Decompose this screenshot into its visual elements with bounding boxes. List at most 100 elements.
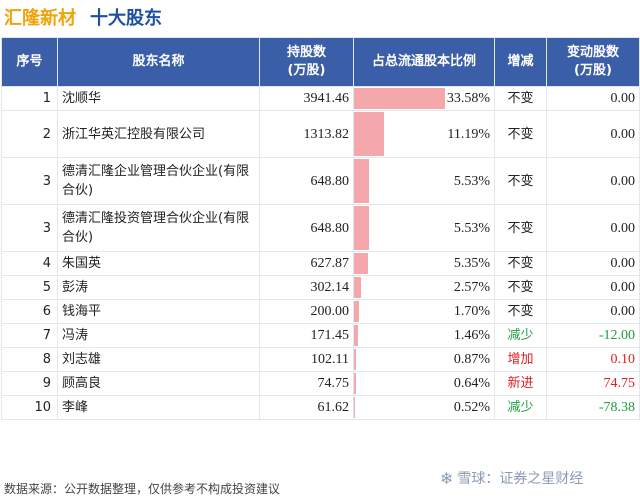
row-shares: 61.62 [259, 395, 354, 420]
row-name: 钱海平 [57, 299, 260, 324]
table-row: 3 德清汇隆投资管理合伙企业(有限合伙) 648.80 5.53% 不变 0.00 [1, 204, 640, 252]
row-shares: 648.80 [259, 157, 354, 205]
row-change-shares: 0.00 [546, 275, 640, 300]
row-change: 新进 [494, 371, 547, 396]
row-name: 浙江华英汇控股有限公司 [57, 110, 260, 158]
row-name: 顾高良 [57, 371, 260, 396]
row-change-shares: 0.10 [546, 347, 640, 372]
table-row: 7 冯涛 171.45 1.46% 减少 -12.00 [1, 323, 640, 348]
row-change: 增加 [494, 347, 547, 372]
row-ratio: 1.46% [353, 323, 495, 348]
row-name: 彭涛 [57, 275, 260, 300]
ratio-bar [354, 88, 445, 109]
row-index: 6 [1, 299, 58, 324]
row-ratio: 11.19% [353, 110, 495, 158]
ratio-bar [354, 373, 356, 394]
row-shares: 627.87 [259, 251, 354, 276]
row-index: 8 [1, 347, 58, 372]
ratio-bar [354, 159, 369, 203]
ratio-value: 5.53% [453, 173, 490, 189]
row-index: 2 [1, 110, 58, 158]
row-ratio: 2.57% [353, 275, 495, 300]
logo-text: 雪球：证券之星财经 [457, 471, 584, 487]
table-row: 10 李峰 61.62 0.52% 减少 -78.38 [1, 395, 640, 420]
ratio-value: 0.87% [453, 352, 490, 367]
row-index: 3 [1, 204, 58, 252]
row-change: 不变 [494, 110, 547, 158]
row-name: 德清汇隆投资管理合伙企业(有限合伙) [57, 204, 260, 252]
row-ratio: 0.64% [353, 371, 495, 396]
row-name: 刘志雄 [57, 347, 260, 372]
row-shares: 1313.82 [259, 110, 354, 158]
row-index: 3 [1, 157, 58, 205]
row-name: 冯涛 [57, 323, 260, 348]
row-name: 朱国英 [57, 251, 260, 276]
header-change-shares: 变动股数 (万股) [546, 37, 640, 87]
row-change-shares: 0.00 [546, 110, 640, 158]
row-ratio: 0.52% [353, 395, 495, 420]
row-index: 4 [1, 251, 58, 276]
company-name: 汇隆新材 [4, 8, 76, 29]
table-row: 3 德清汇隆企业管理合伙企业(有限合伙) 648.80 5.53% 不变 0.00 [1, 157, 640, 205]
table-heading: 十大股东 [90, 8, 162, 29]
row-change-shares: -78.38 [546, 395, 640, 420]
ratio-value: 1.46% [453, 328, 490, 343]
watermark-logo: ❄ 雪球：证券之星财经 [440, 468, 583, 488]
ratio-value: 5.53% [453, 220, 490, 236]
header-index: 序号 [1, 37, 58, 87]
row-change: 不变 [494, 204, 547, 252]
row-shares: 102.11 [259, 347, 354, 372]
header-change: 增减 [494, 37, 547, 87]
row-name: 德清汇隆企业管理合伙企业(有限合伙) [57, 157, 260, 205]
row-shares: 74.75 [259, 371, 354, 396]
table-row: 5 彭涛 302.14 2.57% 不变 0.00 [1, 275, 640, 300]
ratio-bar [354, 301, 359, 322]
row-ratio: 1.70% [353, 299, 495, 324]
table-row: 4 朱国英 627.87 5.35% 不变 0.00 [1, 251, 640, 276]
ratio-value: 5.35% [453, 256, 490, 271]
row-change: 减少 [494, 323, 547, 348]
table-row: 9 顾高良 74.75 0.64% 新进 74.75 [1, 371, 640, 396]
row-shares: 200.00 [259, 299, 354, 324]
row-change: 不变 [494, 157, 547, 205]
row-change-shares: 0.00 [546, 204, 640, 252]
table-row: 8 刘志雄 102.11 0.87% 增加 0.10 [1, 347, 640, 372]
header-name: 股东名称 [57, 37, 260, 87]
shareholders-table: 序号 股东名称 持股数 (万股) 占总流通股本比例 增减 变动股数 (万股) 1 沈顺… [1, 37, 640, 420]
ratio-bar [354, 206, 369, 250]
row-ratio: 5.35% [353, 251, 495, 276]
ratio-bar [354, 112, 385, 156]
ratio-value: 0.64% [453, 376, 490, 391]
ratio-value: 33.58% [446, 91, 490, 106]
data-source-note: 数据来源：公开数据整理，仅供参考不构成投资建议 [4, 482, 281, 496]
row-change: 不变 [494, 251, 547, 276]
ratio-bar [354, 349, 357, 370]
row-shares: 3941.46 [259, 86, 354, 111]
row-change: 减少 [494, 395, 547, 420]
row-name: 沈顺华 [57, 86, 260, 111]
table-row: 2 浙江华英汇控股有限公司 1313.82 11.19% 不变 0.00 [1, 110, 640, 158]
ratio-bar [354, 253, 369, 274]
row-ratio: 0.87% [353, 347, 495, 372]
row-index: 5 [1, 275, 58, 300]
row-change-shares: 74.75 [546, 371, 640, 396]
table-header-row: 序号 股东名称 持股数 (万股) 占总流通股本比例 增减 变动股数 (万股) [1, 37, 640, 87]
table-row: 6 钱海平 200.00 1.70% 不变 0.00 [1, 299, 640, 324]
page-title: 汇隆新材 十大股东 [4, 2, 162, 32]
snowball-icon: ❄ [440, 468, 454, 488]
row-shares: 648.80 [259, 204, 354, 252]
header-ratio: 占总流通股本比例 [353, 37, 495, 87]
row-change-shares: 0.00 [546, 157, 640, 205]
row-index: 9 [1, 371, 58, 396]
ratio-value: 2.57% [453, 280, 490, 295]
row-shares: 302.14 [259, 275, 354, 300]
ratio-bar [354, 397, 356, 418]
row-change-shares: 0.00 [546, 251, 640, 276]
ratio-value: 1.70% [453, 304, 490, 319]
row-ratio: 5.53% [353, 204, 495, 252]
header-shares: 持股数 (万股) [259, 37, 354, 87]
ratio-bar [354, 277, 361, 298]
row-name: 李峰 [57, 395, 260, 420]
row-index: 7 [1, 323, 58, 348]
row-index: 1 [1, 86, 58, 111]
